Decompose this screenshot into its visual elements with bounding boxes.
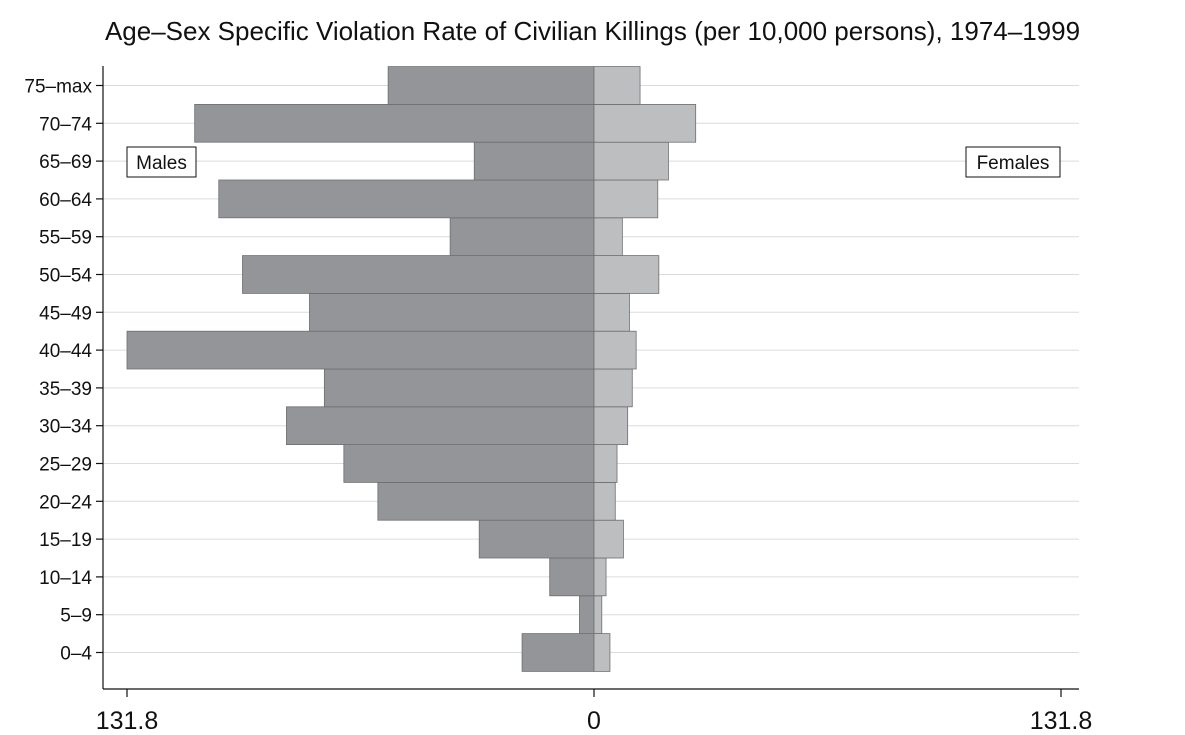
bar-males-4 [377,481,595,521]
bar-males-11 [449,217,595,257]
y-tick-label: 75–max [24,77,92,98]
bar-females-2 [593,557,607,597]
bar-males-7 [323,368,595,408]
bar-females-11 [593,217,623,257]
bar-males-2 [549,557,595,597]
y-tick-label: 10–14 [39,568,92,589]
bar-females-7 [593,368,633,408]
y-tick-label: 45–49 [39,303,92,324]
x-tick-label: 131.8 [1030,707,1093,735]
legend-label-females: Females [977,153,1050,174]
bar-females-0 [593,633,611,672]
bars [126,66,697,672]
legend: Males Females [126,146,1061,178]
legend-box-females [965,146,1061,178]
axes [102,66,1079,690]
y-tick-label: 40–44 [39,341,92,362]
bar-females-1 [593,595,603,634]
y-tick-label: 35–39 [39,379,92,400]
bar-males-5 [343,444,595,483]
bar-males-10 [242,255,595,294]
bar-males-12 [218,179,595,219]
bar-females-15 [593,66,641,105]
legend-box-males [126,146,197,178]
bar-females-9 [593,292,630,332]
bar-males-6 [286,406,595,445]
bar-females-12 [593,179,659,219]
bar-males-13 [473,141,595,181]
bar-males-3 [478,519,595,559]
bar-females-3 [593,519,624,559]
y-tick-label: 0–4 [60,644,92,665]
x-ticks: 131.8 0 131.8 [96,689,1093,735]
x-tick-label: 131.8 [96,707,159,735]
bar-males-0 [521,633,595,672]
y-tick-label: 20–24 [39,492,92,513]
y-tick-label: 50–54 [39,266,92,287]
y-tick-label: 15–19 [39,530,92,551]
bar-females-8 [593,330,637,370]
y-tick-label: 30–34 [39,417,92,438]
bar-males-14 [194,104,595,143]
y-tick-label: 55–59 [39,228,92,249]
bar-females-14 [593,104,697,143]
bar-females-6 [593,406,629,445]
chart-title: Age–Sex Specific Violation Rate of Civil… [104,16,1081,46]
y-ticks: 0–4 5–9 10–14 15–19 20–24 25–29 30–34 35–39 40–4… [24,77,103,665]
bar-females-4 [593,481,616,521]
bar-males-15 [387,66,595,105]
bar-males-8 [126,330,595,370]
bar-males-1 [579,595,595,634]
x-tick-label: 0 [587,707,601,735]
bar-females-5 [593,444,618,483]
y-tick-label: 25–29 [39,455,92,476]
bar-males-9 [309,292,595,332]
y-tick-label: 60–64 [39,190,92,211]
y-tick-label: 5–9 [60,606,92,627]
y-tick-label: 65–69 [39,152,92,173]
legend-label-males: Males [136,153,187,174]
bar-females-10 [593,255,660,294]
bar-females-13 [593,141,669,181]
y-tick-label: 70–74 [39,114,92,135]
